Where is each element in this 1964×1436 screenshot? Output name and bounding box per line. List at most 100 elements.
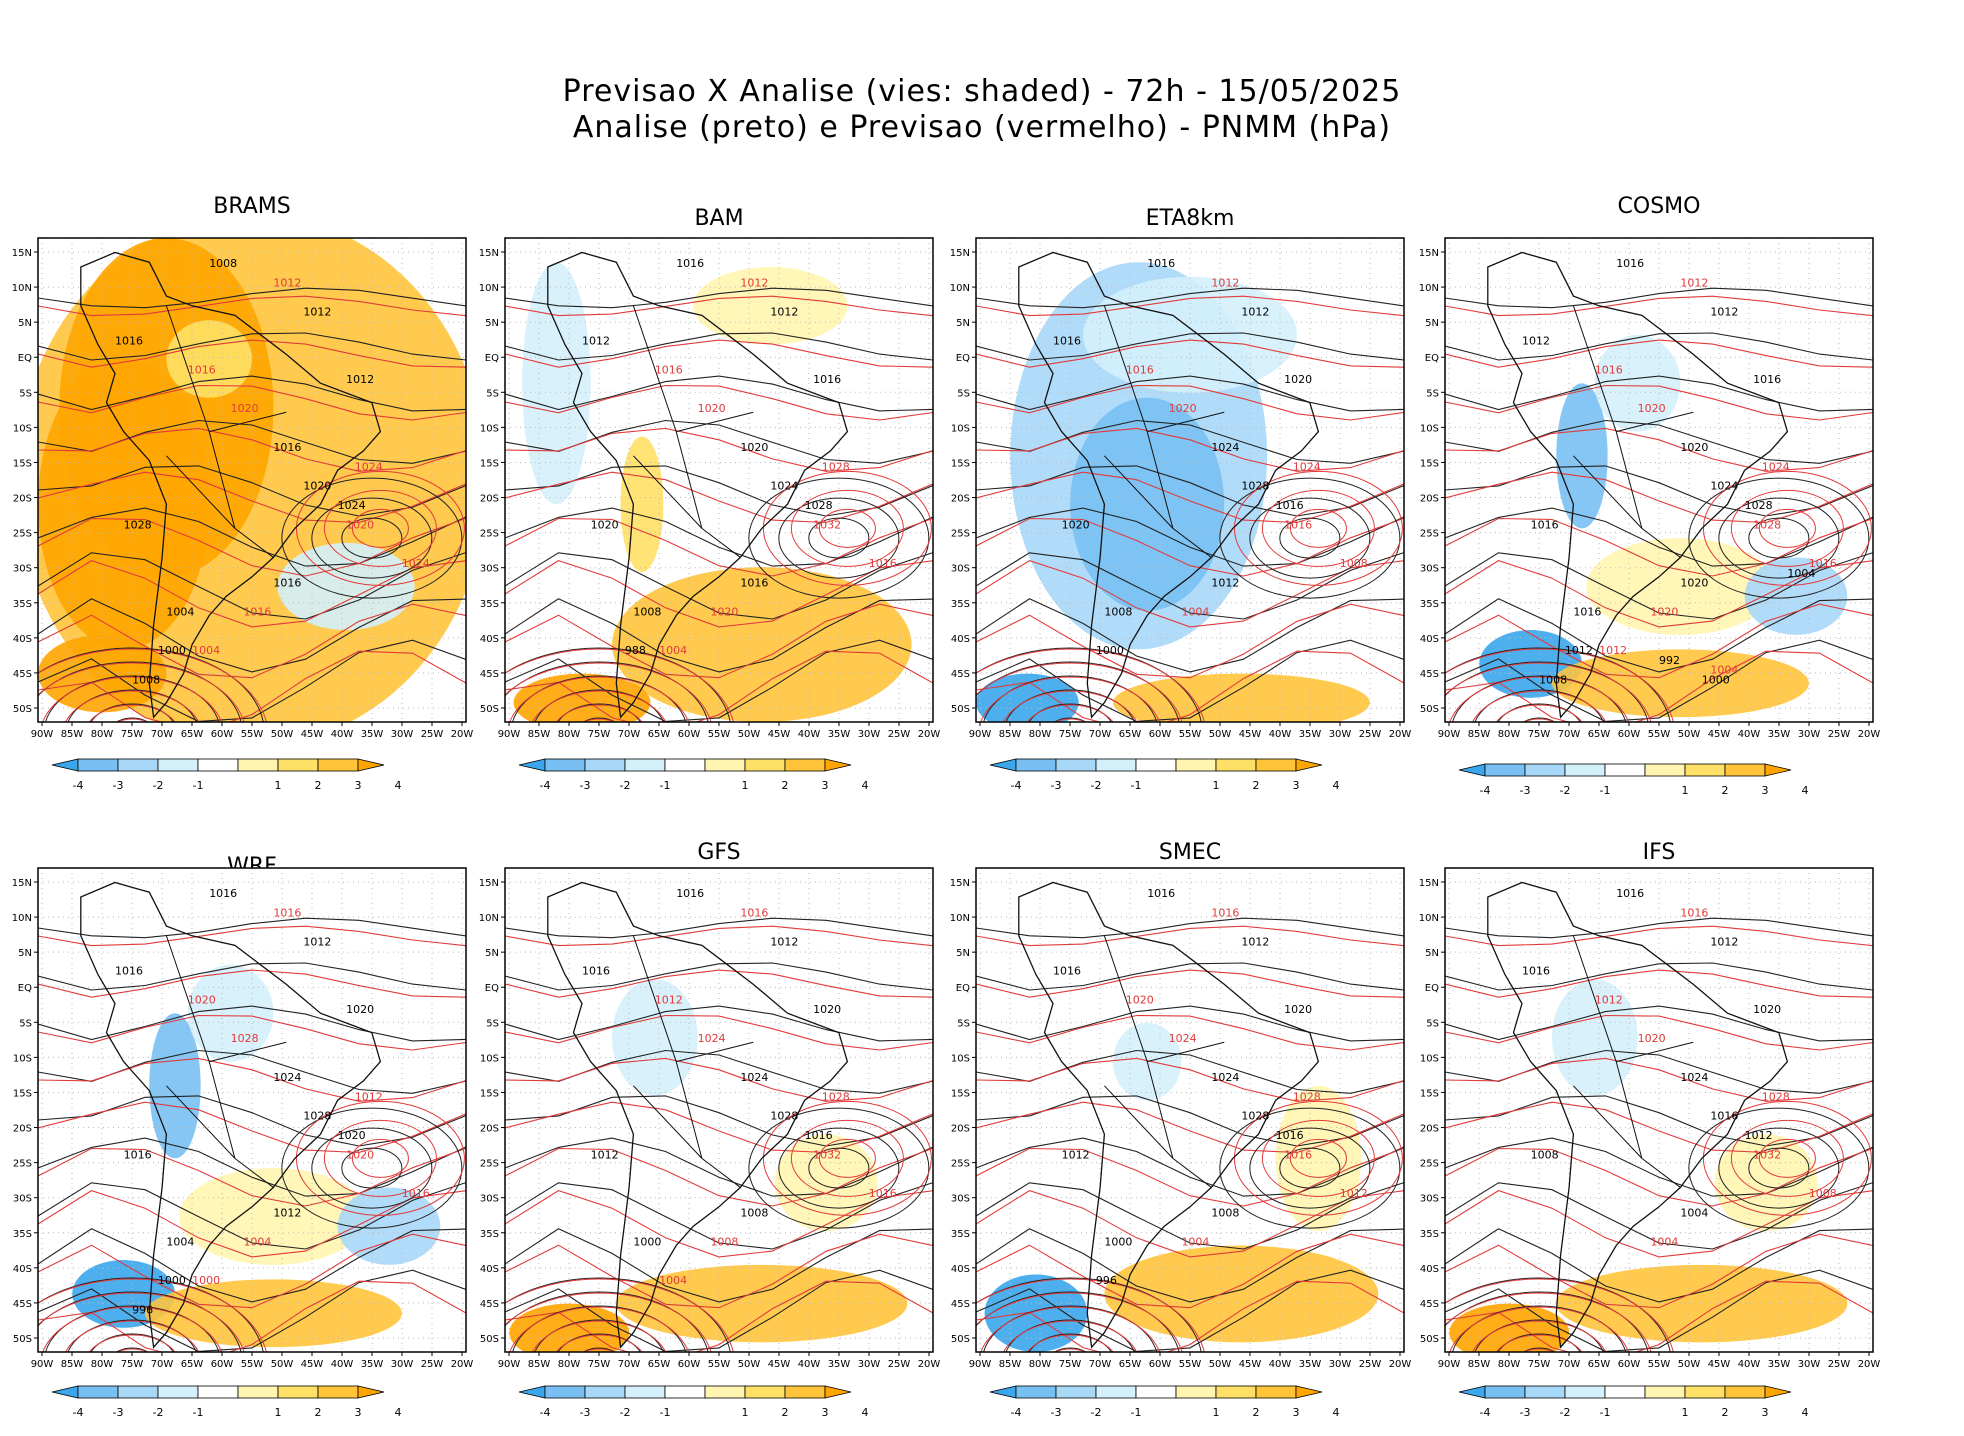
colorbar-bin [704, 1385, 746, 1399]
isobar-forecast [38, 427, 466, 472]
lon-tick-label: 55W [1648, 1359, 1671, 1370]
contour-label-analysis: 1016 [124, 1148, 152, 1161]
colorbar-tick-label: -2 [153, 1406, 164, 1419]
isobar-forecast [976, 427, 1404, 472]
lat-tick-label: 45S [951, 1299, 970, 1310]
lat-tick-label: 5S [19, 1018, 32, 1029]
colorbar-bin [1644, 763, 1686, 777]
lon-tick-label: 65W [1119, 1359, 1142, 1370]
lat-tick-label: 10N [12, 283, 32, 294]
lat-tick-label: 25S [951, 529, 970, 540]
colorbar-arrow-right [357, 1385, 385, 1399]
lat-tick-label: 10S [951, 1053, 970, 1064]
colorbar-tick-label: 2 [782, 779, 789, 792]
lat-tick-label: 15S [951, 1088, 970, 1099]
isobar-analysis [1445, 1137, 1873, 1197]
lon-tick-label: 80W [1029, 729, 1052, 740]
contour-label-analysis: 1028 [303, 1110, 331, 1123]
isobar-analysis [1445, 332, 1873, 361]
colorbar-arrow-left [518, 1385, 546, 1399]
colorbar-tick-label: 4 [862, 1406, 869, 1419]
contour-label-forecast: 1012 [1680, 276, 1708, 289]
lat-tick-label: 35S [1420, 599, 1439, 610]
contour-label-forecast: 1016 [188, 364, 216, 377]
colorbar-bin [1255, 1385, 1297, 1399]
colorbar-arrow-left [989, 758, 1017, 772]
contour-label-analysis: 1020 [1062, 518, 1090, 531]
bias-shade [1070, 397, 1225, 611]
lon-tick-label: 20W [451, 729, 474, 740]
colorbar-bin [1524, 763, 1566, 777]
bias-shade [1556, 1264, 1848, 1343]
lon-tick-label: 50W [271, 729, 294, 740]
contour-label-analysis: 1024 [1680, 1071, 1708, 1084]
lon-tick-label: 55W [708, 1359, 731, 1370]
map-svg: 1016 1012 1016 1020 1024 1028 1020 1016 1012 1004… [12, 867, 474, 1370]
lat-tick-label: 25S [951, 1159, 970, 1170]
bias-shade [1275, 1085, 1362, 1231]
colorbar-tick-label: -3 [1520, 784, 1531, 797]
contour-label-forecast: 1024 [1762, 460, 1790, 473]
colorbar-tick-label: -3 [1051, 779, 1062, 792]
lon-tick-label: 50W [738, 1359, 761, 1370]
colorbar-bin [1524, 1385, 1566, 1399]
isobar-analysis [1445, 639, 1873, 722]
contour-label-analysis: 1024 [338, 499, 366, 512]
colorbar: -4 -3 -2 -1 1 2 3 4 [989, 1385, 1340, 1419]
isobar-analysis [976, 917, 1404, 939]
lon-tick-label: 20W [918, 729, 941, 740]
isobar-analysis [976, 1269, 1404, 1352]
bias-shade [693, 267, 848, 345]
contour-label-forecast: 1004 [1650, 1236, 1678, 1249]
lat-tick-label: 25S [13, 1159, 32, 1170]
isobar-analysis [1445, 917, 1873, 939]
colorbar-tick-label: -2 [1560, 784, 1571, 797]
bias-shade [620, 436, 664, 572]
lat-tick-label: 15S [480, 458, 499, 469]
isobar-analysis [505, 1269, 933, 1352]
colorbar-tick-label: -3 [580, 779, 591, 792]
lat-tick-label: 15S [13, 1088, 32, 1099]
colorbar-tick-label: 1 [1213, 1406, 1220, 1419]
isobar-forecast [976, 650, 1404, 722]
lon-tick-label: 75W [588, 1359, 611, 1370]
isobar-forecast [976, 295, 1404, 317]
contour-label-forecast: 1012 [1211, 276, 1239, 289]
lon-tick-label: 75W [1059, 1359, 1082, 1370]
contour-label-forecast: 1024 [1293, 460, 1321, 473]
colorbar-tick-label: -2 [620, 1406, 631, 1419]
isobar-analysis [505, 1005, 933, 1042]
lat-tick-label: 20S [1420, 1124, 1439, 1135]
contour-label-analysis: 1012 [1565, 644, 1593, 657]
contour-label-forecast: 1020 [1126, 994, 1154, 1007]
lon-tick-label: 20W [451, 1359, 474, 1370]
contour-label-analysis: 1016 [1276, 1129, 1304, 1142]
colorbar-tick-label: 1 [275, 1406, 282, 1419]
colorbar: -4 -3 -2 -1 1 2 3 4 [518, 1385, 869, 1419]
bias-shade [1586, 538, 1775, 635]
lon-tick-label: 20W [1858, 1359, 1881, 1370]
lon-tick-label: 40W [1269, 729, 1292, 740]
lat-tick-label: 5S [486, 1018, 499, 1029]
colorbar-bin [1215, 758, 1257, 772]
isobar-forecast [505, 1147, 933, 1207]
colorbar-bin [1015, 1385, 1057, 1399]
isobar-forecast [976, 1280, 1404, 1352]
isobar-analysis [1445, 375, 1873, 412]
colorbar-bin [1484, 763, 1526, 777]
lat-tick-label: 10S [13, 423, 32, 434]
lat-tick-label: 40S [13, 1264, 32, 1275]
contour-label-analysis: 1012 [1062, 1148, 1090, 1161]
lat-tick-label: 25S [1420, 1159, 1439, 1170]
lat-tick-label: 35S [13, 599, 32, 610]
lon-tick-label: 70W [1558, 1359, 1581, 1370]
colorbar-bin [237, 1385, 279, 1399]
isobar-analysis [976, 639, 1404, 722]
lon-tick-label: 75W [121, 1359, 144, 1370]
colorbar-tick-label: -1 [1600, 784, 1611, 797]
colorbar-bin [1644, 1385, 1686, 1399]
lon-tick-label: 85W [999, 729, 1022, 740]
lat-tick-label: 10N [1419, 913, 1439, 924]
colorbar-tick-label: -4 [73, 1406, 84, 1419]
lat-tick-label: 5S [957, 1018, 970, 1029]
